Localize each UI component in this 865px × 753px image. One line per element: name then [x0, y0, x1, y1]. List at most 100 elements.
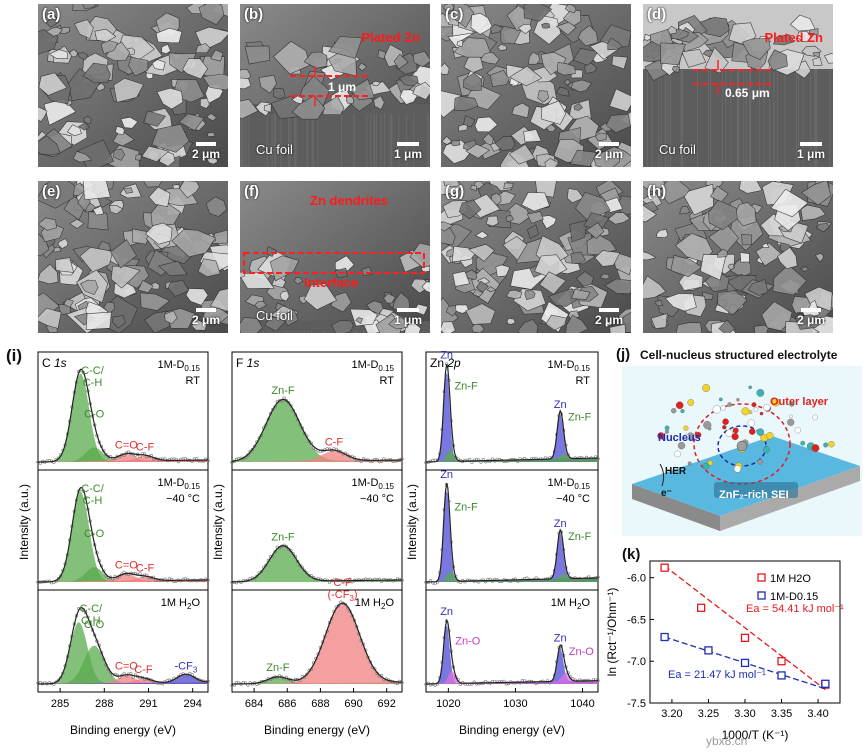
scale-bar-text: 1 μm [393, 313, 422, 327]
sem-panel-label: (a) [42, 6, 61, 23]
molecule-atom [733, 465, 742, 473]
interface-box [243, 252, 425, 274]
molecule-atom [683, 433, 690, 440]
xps-peak-fill [38, 567, 208, 582]
sem-texture [643, 181, 833, 333]
scale-bar: 1 μm [394, 142, 422, 161]
scale-bar: 1 μm [797, 142, 825, 161]
xps-peak-label: Zn-F [568, 531, 592, 543]
scale-bar: 2 μm [797, 308, 825, 327]
sei-label: ZnF₂-rich SEI [719, 489, 789, 501]
xps-peak-label: C-F [136, 441, 155, 453]
molecule-atom [811, 444, 820, 452]
xps-data-point [56, 576, 61, 581]
xps-data-point [56, 678, 61, 682]
scale-bar-line [396, 142, 419, 146]
xps-x-tick-label: 684 [245, 698, 263, 710]
xps-peak-fill [232, 545, 402, 582]
xps-x-tick-label: 690 [344, 698, 362, 710]
substrate-label: Cu foil [659, 142, 696, 157]
xps-peak-label: C-H [83, 377, 103, 389]
xps-envelope [38, 607, 209, 685]
xps-condition-label: RT [380, 375, 395, 387]
xps-panel-label: (i) [6, 346, 23, 365]
xps-condition-label: RT [186, 375, 201, 387]
molecule-atom [718, 397, 723, 402]
scale-bar-line [396, 308, 419, 312]
xps-data-point [206, 679, 210, 683]
scale-bar-line [800, 308, 821, 312]
xps-peak-fill [426, 672, 598, 684]
sem-panel-f: (f) 1 μm Cu foil Zn dendrites Interface [240, 181, 430, 333]
molecule-atom [671, 408, 677, 414]
xps-x-tick-label: 686 [278, 698, 296, 710]
xps-y-axis-title: Intensity (a.u.) [17, 484, 31, 560]
molecule-atom [657, 432, 665, 440]
molecule-atom [751, 402, 757, 408]
xps-envelope [231, 545, 402, 583]
xps-peak-label: Zn [554, 399, 567, 411]
xps-peak-fill [426, 453, 598, 462]
outer-layer-label: Outer layer [770, 396, 829, 408]
molecule-atom [674, 450, 681, 458]
xps-element-label: Zn 2p [430, 356, 461, 370]
sem-texture [643, 4, 833, 167]
sem-annotation-title: Plated Zn [764, 30, 823, 45]
molecule-atom [695, 431, 702, 438]
molecule-atom [766, 432, 774, 440]
chart-panel-label: (k) [622, 546, 641, 563]
xps-data-point [192, 675, 196, 680]
sem-panel-g: (g) 2 μm [441, 181, 631, 333]
sem-texture [441, 4, 631, 167]
molecule-atom [731, 433, 739, 441]
xps-data-point [255, 574, 259, 578]
sem-panel-e: (e) 2 μm [38, 181, 228, 333]
xps-peak-label: C-F [136, 562, 155, 574]
xps-envelope [426, 364, 598, 463]
molecule-atom [741, 407, 750, 416]
xps-peak-label: C-H [83, 495, 103, 507]
molecule-atom [720, 405, 726, 411]
xps-condition-label: −40 °C [360, 493, 394, 505]
outer-layer-ring [693, 403, 791, 485]
molecule-atom [712, 405, 721, 414]
xps-data-point [106, 455, 110, 459]
xps-condition-label: −40 °C [556, 493, 590, 505]
xps-sample-label: 1M-D0.15 [548, 477, 591, 491]
molecule-atom [703, 421, 712, 430]
xps-peak-label: C-O [84, 409, 105, 421]
scale-bar-text: 2 μm [594, 147, 623, 161]
xps-envelope [426, 483, 598, 583]
scale-bar-line [799, 142, 822, 146]
scale-bar: 2 μm [192, 308, 220, 327]
sem-panel-a: (a) 2 μm [38, 4, 228, 167]
xps-sample-label: 1M H2O [551, 597, 591, 611]
xps-peak-fill [426, 491, 598, 582]
xps-peak-label: C-C/ [81, 365, 105, 377]
xps-data-point [296, 559, 300, 564]
nucleus-ring [717, 425, 767, 467]
xps-peak-fill [426, 573, 598, 582]
xps-peak-fill [38, 373, 208, 462]
xps-peak-label: Zn-F [454, 380, 478, 392]
xps-peak-label: C-O [84, 619, 105, 631]
molecule-atom [756, 428, 765, 436]
molecule-atom [736, 398, 740, 402]
xps-sample-label: 1M-D0.15 [352, 477, 395, 491]
molecule-atom [683, 425, 689, 431]
xps-envelope [232, 602, 402, 685]
molecule-atom [789, 401, 795, 407]
zn-ion [736, 440, 748, 452]
sem-annotation-title: Plated Zn [361, 30, 420, 45]
sem-panel-label: (h) [647, 183, 667, 200]
xps-peak-label: Zn [554, 518, 567, 530]
xps-x-tick-label: 288 [95, 698, 113, 710]
schematic-illustration [622, 366, 862, 536]
xps-data-point [250, 447, 254, 452]
sem-annotation-title: Zn dendrites [310, 193, 389, 208]
nucleus-label: Nucleus [658, 432, 701, 444]
sei-band [714, 482, 798, 498]
xps-x-tick-label: 1030 [503, 698, 527, 710]
xps-peak-fill [232, 399, 402, 462]
her-arrow [659, 463, 665, 487]
